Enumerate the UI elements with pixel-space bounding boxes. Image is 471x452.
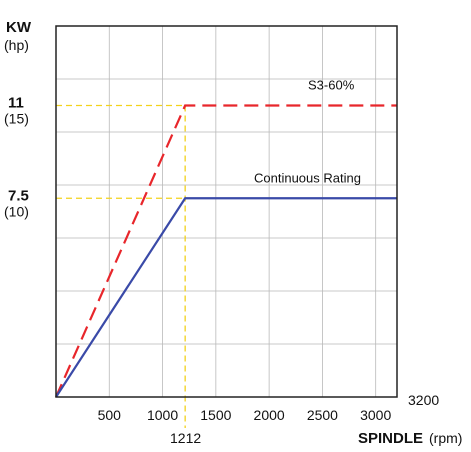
- x-tick-label: 2500: [307, 407, 338, 423]
- plot-frame: [55, 25, 398, 398]
- series-line-1: [55, 197, 397, 398]
- x-axis-unit: (rpm): [429, 430, 462, 446]
- x-tick-label: 1500: [200, 407, 231, 423]
- y-axis-title: KW: [6, 19, 32, 36]
- x-tick-label: 1000: [147, 407, 178, 423]
- x-marker-label: 1212: [170, 430, 201, 446]
- y-tick-label: 7.5: [8, 187, 29, 204]
- x-max-label: 3200: [408, 392, 439, 408]
- y-tick-sublabel: (15): [4, 111, 29, 127]
- y-axis-unit: (hp): [4, 37, 29, 53]
- series-line-0: [54, 104, 397, 398]
- y-tick-sublabel: (10): [4, 203, 29, 219]
- series-label-0: S3-60%: [308, 78, 355, 93]
- series-lines: S3-60% Continuous Rating: [54, 78, 397, 398]
- x-tick-label: 500: [98, 407, 122, 423]
- x-axis-title: SPINDLE: [358, 430, 423, 447]
- y-tick-label: 11: [8, 95, 24, 112]
- series-label-1: Continuous Rating: [254, 170, 361, 185]
- x-tick-label: 3000: [360, 407, 391, 423]
- chart-labels: KW (hp) SPINDLE (rpm) 3200 1212 500 1000 1…: [4, 19, 462, 447]
- guide-lines: [56, 104, 186, 428]
- grid-lines: [56, 26, 397, 397]
- x-tick-label: 2000: [254, 407, 285, 423]
